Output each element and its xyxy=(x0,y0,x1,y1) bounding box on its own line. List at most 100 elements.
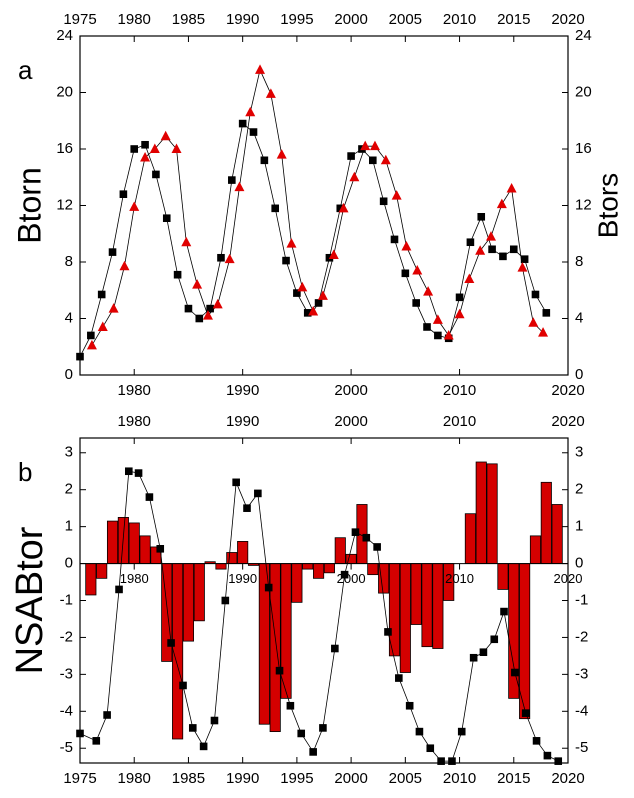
series-line xyxy=(79,122,547,357)
marker xyxy=(134,469,143,477)
y2-tick-label: -4 xyxy=(575,702,588,719)
marker xyxy=(309,748,317,756)
bar xyxy=(421,563,433,648)
marker xyxy=(160,130,171,141)
marker xyxy=(192,279,203,289)
y-tick-label: -1 xyxy=(60,591,73,608)
bar xyxy=(540,481,552,564)
marker xyxy=(275,666,284,675)
marker xyxy=(538,327,549,337)
y-axis-label: Btorn xyxy=(11,167,47,243)
marker xyxy=(202,310,213,320)
x-tick-label: 2020 xyxy=(551,382,584,399)
marker xyxy=(384,628,392,636)
marker xyxy=(119,190,128,198)
bar xyxy=(410,563,422,625)
panel-label: a xyxy=(18,55,33,85)
y2-tick-label: -5 xyxy=(575,739,588,756)
marker xyxy=(347,152,355,160)
marker xyxy=(245,106,256,117)
marker xyxy=(328,249,339,259)
plot-frame xyxy=(79,35,569,376)
marker xyxy=(437,757,445,765)
marker xyxy=(415,727,424,736)
x-top-tick-label: 1980 xyxy=(118,413,151,430)
y-tick-label: 0 xyxy=(65,555,73,572)
y2-tick-label: 0 xyxy=(575,366,583,383)
marker xyxy=(528,317,539,327)
marker xyxy=(466,238,475,247)
bar xyxy=(313,563,325,579)
marker xyxy=(475,245,486,255)
y-tick-label: 24 xyxy=(56,27,73,44)
x-tick-label: 1985 xyxy=(172,770,205,787)
x-top-tick-label: 2000 xyxy=(334,11,367,28)
x-top-tick-label: 1980 xyxy=(118,11,151,28)
bar xyxy=(529,535,542,564)
marker xyxy=(249,128,258,136)
x-zero-tick-label: 1980 xyxy=(120,571,149,586)
marker xyxy=(156,544,165,553)
marker xyxy=(224,253,235,264)
marker xyxy=(554,757,563,765)
marker xyxy=(532,737,541,745)
bar xyxy=(432,563,444,649)
marker xyxy=(238,119,247,128)
x-top-tick-label: 2010 xyxy=(443,11,476,28)
marker xyxy=(464,273,475,283)
bar xyxy=(172,563,184,740)
marker xyxy=(423,286,434,296)
y2-tick-label: 24 xyxy=(575,27,592,44)
series-line xyxy=(91,68,544,346)
marker xyxy=(188,724,197,732)
marker xyxy=(412,299,420,307)
marker xyxy=(76,729,84,738)
marker xyxy=(331,644,339,653)
x-tick-label: 2015 xyxy=(497,770,530,787)
marker xyxy=(520,255,529,263)
marker xyxy=(212,298,223,309)
marker xyxy=(373,543,381,551)
marker xyxy=(351,528,360,536)
x-tick-label: 2000 xyxy=(334,382,367,399)
x-top-tick-label: 1985 xyxy=(172,11,205,28)
marker xyxy=(500,607,508,616)
x-top-tick-label: 2015 xyxy=(497,11,530,28)
x-top-tick-label: 2005 xyxy=(389,11,422,28)
y2-tick-label: 20 xyxy=(575,83,592,100)
x-tick-label: 1975 xyxy=(63,770,96,787)
x-top-tick-label: 1995 xyxy=(280,11,313,28)
marker xyxy=(234,181,245,192)
bar xyxy=(139,535,151,564)
y-tick-label: 8 xyxy=(65,253,73,270)
bar xyxy=(128,522,140,564)
marker xyxy=(108,303,119,313)
bar xyxy=(508,563,520,699)
marker xyxy=(401,269,410,278)
marker xyxy=(336,204,345,213)
marker xyxy=(362,533,371,542)
marker xyxy=(199,742,208,751)
marker xyxy=(432,314,443,324)
y2-tick-label: 1 xyxy=(575,518,583,535)
marker xyxy=(173,270,182,279)
marker xyxy=(297,281,308,292)
x-top-tick-label: 1975 xyxy=(63,11,96,28)
marker xyxy=(303,309,312,317)
marker xyxy=(434,331,442,340)
marker xyxy=(490,635,499,644)
y2-tick-label: -1 xyxy=(575,591,588,608)
marker xyxy=(255,64,266,74)
marker xyxy=(455,293,464,302)
marker xyxy=(499,252,507,261)
marker xyxy=(531,290,540,299)
marker xyxy=(87,331,95,340)
bar xyxy=(475,461,487,564)
marker xyxy=(369,156,377,165)
marker xyxy=(521,709,530,717)
bar xyxy=(193,563,205,622)
bar xyxy=(280,563,292,699)
marker xyxy=(488,245,496,254)
marker xyxy=(260,156,269,165)
marker xyxy=(179,681,187,690)
